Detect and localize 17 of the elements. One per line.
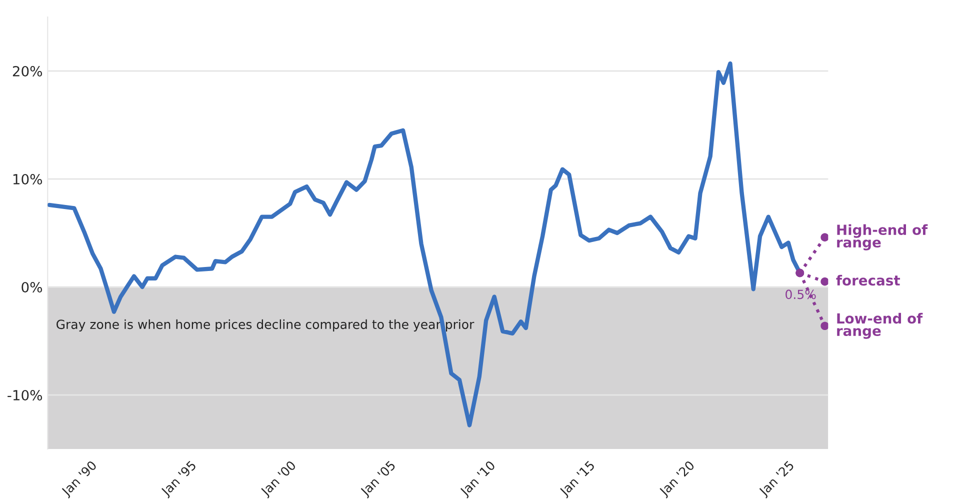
x-tick-label: Jan '15 — [558, 460, 597, 498]
series-label: High-end of range — [837, 224, 928, 250]
series-label: Low-end of range — [837, 312, 923, 339]
y-tick-label: 10% — [13, 174, 42, 184]
data-label: 0.5% — [786, 290, 816, 300]
x-tick-label: Jan '20 — [658, 460, 697, 498]
y-tick-label: 0% — [22, 282, 42, 292]
y-tick-label: 20% — [12, 66, 42, 76]
x-tick-label: Jan '00 — [260, 460, 298, 498]
x-tick-label: Jan '95 — [160, 460, 198, 498]
series-label: forecast — [836, 274, 900, 286]
x-tick-label: Jan '90 — [60, 460, 99, 498]
x-tick-label: Jan '10 — [458, 460, 498, 498]
y-tick-label: -10% — [8, 390, 42, 400]
band-label: Gray zone is when home prices decline compared to the year prior — [56, 319, 474, 332]
x-tick-label: Jan '05 — [359, 460, 398, 498]
x-tick-label: Jan '25 — [758, 460, 796, 498]
